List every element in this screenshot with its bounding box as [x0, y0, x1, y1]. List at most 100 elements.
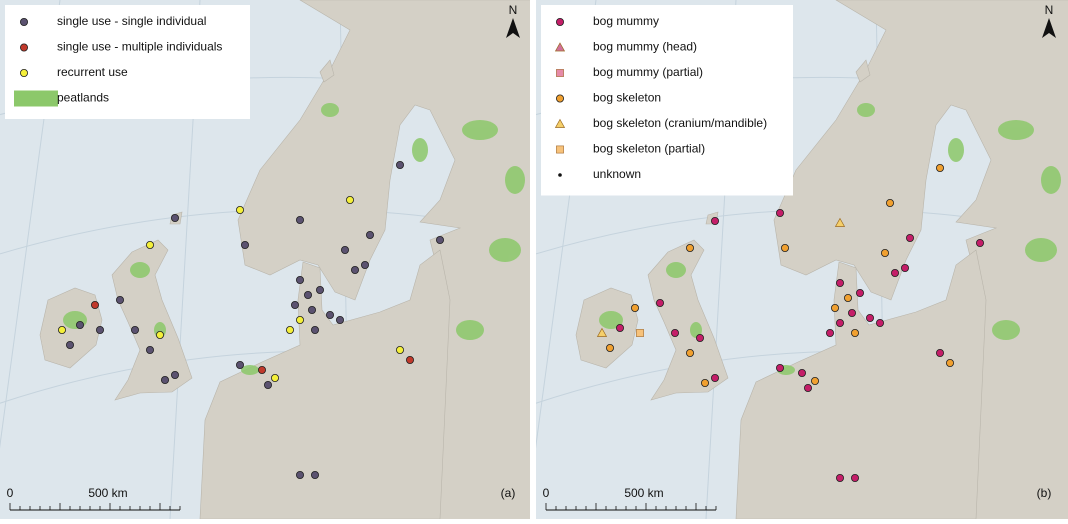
site-marker: [395, 345, 404, 354]
site-marker: [830, 303, 839, 312]
site-marker: [335, 315, 344, 324]
site-marker: [670, 328, 679, 337]
site-marker: [96, 325, 105, 334]
site-marker: [835, 473, 844, 482]
legend-marker: [555, 17, 564, 26]
legend-label: bog mummy (partial): [593, 65, 703, 79]
map-panel-a: single use - single individual single use…: [0, 0, 530, 519]
legend-label: single use - single individual: [57, 14, 206, 28]
north-label: N: [1045, 3, 1054, 17]
site-marker: [885, 198, 894, 207]
site-marker: [170, 213, 179, 222]
site-marker: [835, 318, 844, 327]
site-marker: [395, 160, 404, 169]
site-marker: [155, 330, 164, 339]
site-marker: [345, 195, 354, 204]
site-marker: [295, 215, 304, 224]
legend-label: single use - multiple individuals: [57, 40, 222, 54]
legend-label: bog mummy (head): [593, 40, 697, 54]
site-marker: [656, 298, 665, 307]
site-marker: [365, 230, 374, 239]
legend-marker: [556, 145, 564, 154]
site-marker: [405, 355, 414, 364]
map-panel-b: bog mummy bog mummy (head) bog mummy (part…: [536, 0, 1068, 519]
legend-marker: [555, 94, 564, 103]
site-marker: [295, 470, 304, 479]
panel-label: (a): [501, 486, 516, 500]
site-marker: [295, 275, 304, 284]
legend-label: bog mummy: [593, 14, 659, 28]
legend-marker: [19, 43, 28, 52]
scale-bar: 0 500 km: [543, 486, 717, 511]
legend-marker: [14, 90, 58, 107]
north-arrow: N: [506, 3, 520, 38]
site-marker: [257, 365, 266, 374]
site-marker: [835, 278, 844, 287]
site-marker: [263, 380, 272, 389]
site-marker: [865, 313, 874, 322]
site-marker: [606, 343, 615, 352]
legend-label: bog skeleton: [593, 91, 661, 105]
site-marker: [240, 240, 249, 249]
site-marker: [310, 470, 319, 479]
site-marker: [825, 328, 834, 337]
scale-end: 500 km: [624, 486, 663, 500]
legend-marker: [556, 69, 564, 77]
site-marker: [66, 340, 75, 349]
site-marker: [58, 325, 67, 334]
site-marker: [295, 315, 304, 324]
legend-label: bog skeleton (partial): [593, 142, 705, 156]
site-marker: [875, 318, 884, 327]
site-marker: [285, 325, 294, 334]
site-marker: [270, 373, 279, 382]
site-marker: [596, 327, 608, 337]
legend-label: bog skeleton (cranium/mandible): [593, 116, 767, 130]
panel-separator: [530, 0, 536, 519]
site-marker: [834, 217, 846, 227]
site-marker: [710, 373, 719, 382]
site-marker: [847, 308, 856, 317]
site-marker: [235, 205, 244, 214]
legend-marker: [19, 69, 28, 78]
legend-marker: [554, 118, 566, 128]
site-marker: [325, 310, 334, 319]
legend-marker: [554, 42, 566, 52]
north-arrow: N: [1042, 3, 1056, 38]
north-arrow-shape: [506, 18, 520, 38]
site-marker: [170, 370, 179, 379]
site-marker: [890, 268, 899, 277]
panel-label: (b): [1037, 486, 1052, 500]
legend-marker: [19, 17, 28, 26]
site-marker: [975, 238, 984, 247]
site-marker: [160, 375, 169, 384]
site-marker: [935, 348, 944, 357]
site-marker: [631, 303, 640, 312]
site-marker: [310, 325, 319, 334]
site-marker: [855, 288, 864, 297]
site-marker: [91, 300, 100, 309]
legend: bog mummy bog mummy (head) bog mummy (part…: [541, 5, 793, 196]
site-marker: [775, 208, 784, 217]
site-marker: [616, 323, 625, 332]
site-marker: [303, 290, 312, 299]
north-arrow-shape: [1042, 18, 1056, 38]
scale-start: 0: [7, 486, 14, 500]
legend: single use - single individual single use…: [5, 5, 250, 119]
scale-end: 500 km: [88, 486, 127, 500]
site-marker: [780, 243, 789, 252]
site-marker: [685, 243, 694, 252]
site-marker: [116, 295, 125, 304]
site-marker: [797, 368, 806, 377]
site-marker: [636, 329, 644, 337]
site-marker: [350, 265, 359, 274]
site-marker: [145, 345, 154, 354]
site-marker: [945, 358, 954, 367]
site-marker: [130, 325, 139, 334]
site-marker: [700, 378, 709, 387]
scale-bar: 0 500 km: [7, 486, 181, 511]
site-marker: [340, 245, 349, 254]
site-marker: [900, 263, 909, 272]
site-marker: [307, 305, 316, 314]
site-marker: [905, 233, 914, 242]
site-marker: [235, 360, 244, 369]
